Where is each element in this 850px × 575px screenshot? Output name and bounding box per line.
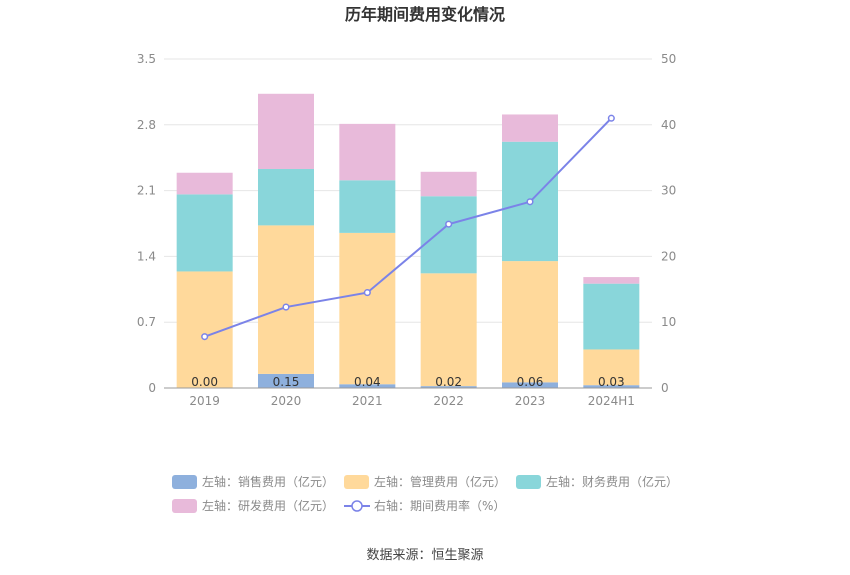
y-right-tick-label: 20	[661, 249, 676, 263]
legend-label: 左轴：研发费用（亿元）	[202, 498, 334, 513]
rate-point	[201, 333, 209, 341]
y-right-tick-label: 40	[661, 118, 676, 132]
bar-data-label: 0.06	[517, 375, 544, 389]
bar-segment	[420, 196, 477, 274]
grid	[164, 58, 652, 323]
x-tick-label: 2020	[271, 394, 302, 408]
bar-segment	[583, 283, 640, 350]
bar-segment	[583, 277, 640, 284]
legend-item[interactable]: 左轴：销售费用（亿元）	[172, 474, 334, 489]
legend-item[interactable]: 左轴：研发费用（亿元）	[172, 498, 334, 513]
legend-item[interactable]: 左轴：财务费用（亿元）	[516, 474, 678, 489]
y-left-tick-label: 2.1	[137, 184, 156, 198]
bar-data-label: 0.02	[435, 375, 462, 389]
bar-segment	[339, 180, 396, 233]
rate-point	[282, 303, 290, 311]
bar-data-label: 0.15	[273, 375, 300, 389]
bar-segment	[176, 172, 233, 195]
rate-point	[607, 114, 615, 122]
bar-segment	[258, 225, 314, 374]
legend-item[interactable]: 左轴：管理费用（亿元）	[344, 474, 506, 489]
rate-point	[445, 220, 453, 228]
bar-segment	[258, 373, 314, 388]
y-left-tick-label: 0	[148, 381, 156, 395]
bar-segment	[339, 384, 396, 388]
y-right-tick-label: 50	[661, 52, 676, 66]
legend-swatch	[172, 499, 197, 513]
bar-segment	[258, 93, 314, 169]
y-left-tick-label: 2.8	[137, 118, 156, 132]
y-right-tick-label: 10	[661, 315, 676, 329]
bar-segment	[420, 171, 477, 197]
bar-data-label: 0.04	[354, 375, 381, 389]
y-left-tick-label: 0.7	[137, 315, 156, 329]
legend-swatch	[516, 475, 541, 489]
bars	[176, 93, 640, 388]
bar-segment	[502, 114, 558, 142]
legend-swatch	[344, 475, 369, 489]
axes: 0 0.7 1.4 2.1 2.8 3.5 0 10 20 30 40 50 2019 2020 2021 2…	[137, 52, 676, 408]
data-labels: 0.00 0.15 0.04 0.02 0.06 0.03	[191, 375, 624, 389]
x-tick-label: 2019	[189, 394, 220, 408]
bar-segment	[502, 382, 558, 388]
bar-data-label: 0.03	[598, 375, 625, 389]
line-series	[201, 114, 615, 341]
x-tick-label: 2024H1	[588, 394, 635, 408]
y-left-tick-label: 3.5	[137, 52, 156, 66]
legend-swatch	[172, 475, 197, 489]
bar-segment	[339, 232, 396, 385]
legend-label: 左轴：销售费用（亿元）	[202, 474, 334, 489]
legend-marker	[351, 500, 363, 512]
rate-point	[363, 289, 371, 297]
legend-label: 右轴：期间费用率（%）	[374, 498, 505, 513]
legend-label: 左轴：管理费用（亿元）	[374, 474, 506, 489]
legend: 左轴：销售费用（亿元） 左轴：管理费用（亿元） 左轴：财务费用（亿元） 左轴：研发费用…	[172, 474, 678, 513]
rate-line	[204, 117, 613, 338]
legend-label: 左轴：财务费用（亿元）	[546, 474, 678, 489]
bar-segment	[258, 168, 314, 226]
x-tick-label: 2023	[515, 394, 546, 408]
y-right-tick-label: 30	[661, 184, 676, 198]
bar-segment	[583, 385, 640, 388]
chart-title: 历年期间费用变化情况	[345, 5, 505, 24]
bar-data-label: 0.00	[191, 375, 218, 389]
legend-item[interactable]: 右轴：期间费用率（%）	[344, 498, 505, 513]
bar-segment	[502, 261, 558, 383]
bar-segment	[583, 349, 640, 386]
x-tick-label: 2022	[433, 394, 464, 408]
y-left-tick-label: 1.4	[137, 249, 156, 263]
bar-segment	[420, 386, 477, 388]
source-note: 数据来源：恒生聚源	[366, 548, 483, 563]
bar-segment	[176, 194, 233, 272]
rate-point	[526, 198, 534, 206]
x-tick-label: 2021	[352, 394, 383, 408]
bar-segment	[339, 123, 396, 181]
bar-segment	[420, 273, 477, 387]
y-right-tick-label: 0	[661, 381, 669, 395]
